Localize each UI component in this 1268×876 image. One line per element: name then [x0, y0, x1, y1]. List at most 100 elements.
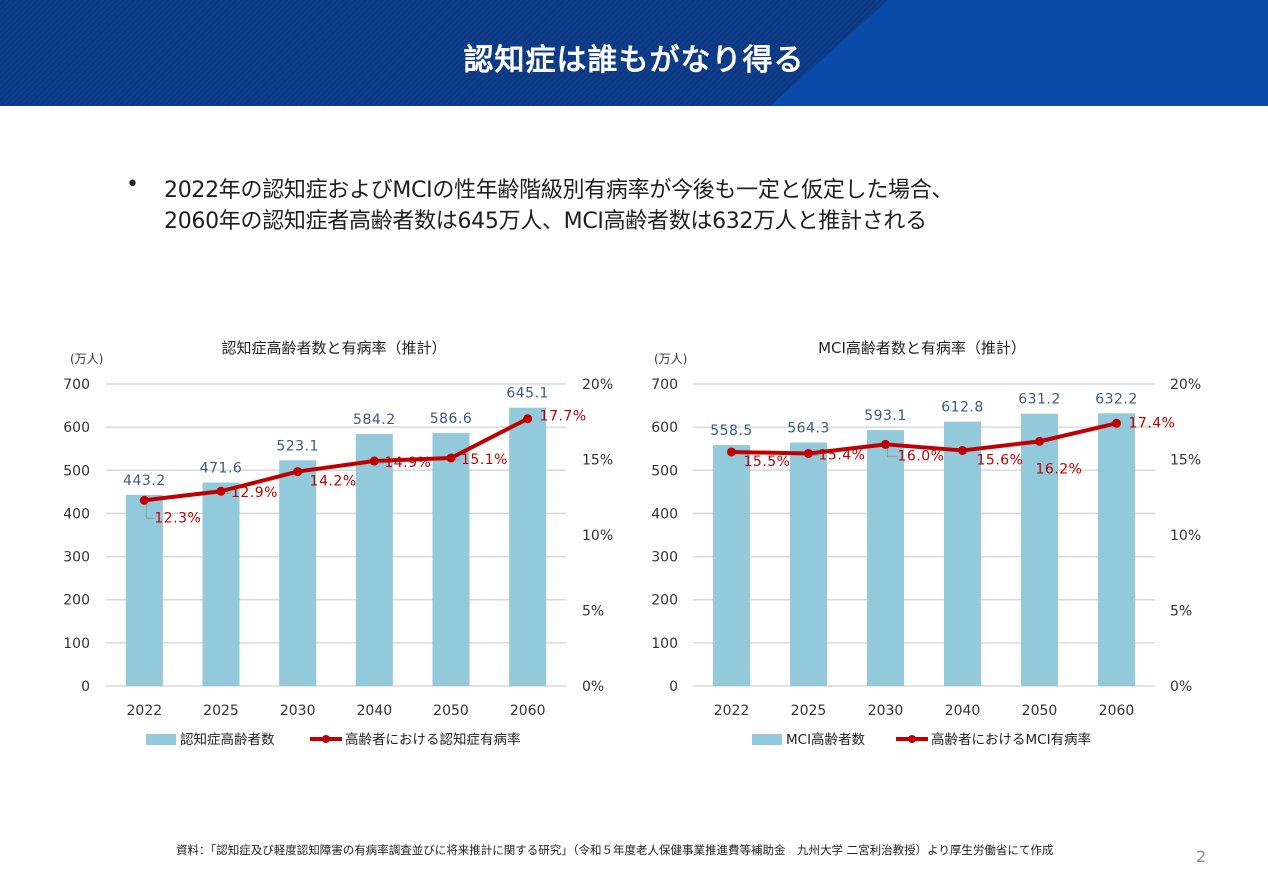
line-marker-2040: [958, 445, 967, 455]
y-axis-tick-label: 500: [63, 463, 90, 479]
bar-2025: [202, 482, 240, 686]
line-marker-2025: [804, 448, 813, 458]
line-value-label: 14.2%: [310, 474, 357, 490]
y2-axis-tick-label: 5%: [582, 604, 604, 620]
bar-2022: [125, 494, 163, 686]
chart-title: 認知症高齢者数と有病率（推計）: [221, 339, 446, 357]
bar-value-label: 558.5: [710, 423, 753, 439]
bar-2022: [713, 445, 750, 686]
line-value-label: 17.7%: [540, 409, 587, 425]
line-value-label: 17.4%: [1129, 415, 1176, 431]
bar-value-label: 632.2: [1095, 391, 1138, 407]
line-value-label: 12.3%: [154, 510, 201, 526]
y-axis-tick-label: 100: [63, 636, 90, 652]
y2-axis-tick-label: 0%: [1170, 679, 1192, 695]
y-axis-tick-label: 400: [651, 506, 678, 522]
line-marker-2060: [1112, 418, 1121, 428]
dementia-chart: 認知症高齢者数と有病率（推計） (万人) 0 100 200 300 400 500 600 70…: [63, 339, 613, 748]
y2-axis-tick-label: 10%: [1170, 528, 1201, 544]
page-number: 2: [1196, 847, 1207, 866]
bar-2040: [944, 421, 981, 686]
y-axis-unit-label: (万人): [654, 352, 687, 366]
bar-2050: [1021, 413, 1058, 686]
line-value-label: 16.0%: [898, 448, 945, 464]
bullet-marker: •: [126, 172, 139, 197]
y-axis-tick-label: 200: [651, 593, 678, 609]
line-value-label: 15.5%: [744, 454, 791, 470]
label-leader-line: [887, 447, 898, 457]
legend-bar-swatch: [146, 734, 176, 745]
y2-axis-tick-label: 20%: [582, 377, 613, 393]
line-marker-2030: [881, 439, 890, 449]
lead-text-line-2: 2060年の認知症者高齢者数は645万人、MCI高齢者数は632万人と推計される: [164, 209, 927, 234]
bar-value-label: 564.3: [787, 421, 830, 437]
bar-2060: [509, 407, 547, 686]
line-value-label: 14.9%: [384, 455, 431, 471]
y2-axis-tick-label: 15%: [582, 453, 613, 469]
source-note: 資料：「認知症及び軽度認知障害の有病率調査並びに将来推計に関する研究」（令和５年…: [176, 843, 1054, 857]
line-marker-2025: [216, 486, 226, 496]
x-axis-tick-label: 2030: [280, 703, 316, 719]
bar-value-label: 586.6: [430, 411, 473, 427]
line-value-label: 15.6%: [977, 452, 1024, 468]
bar-2030: [279, 460, 317, 686]
line-marker-2050: [446, 453, 456, 463]
y-axis-tick-label: 600: [63, 420, 90, 436]
bar-value-label: 645.1: [506, 386, 549, 402]
slide-header: 認知症は誰もがなり得る: [0, 0, 1268, 106]
y-axis-tick-label: 300: [651, 550, 678, 566]
y-axis-tick-label: 500: [651, 463, 678, 479]
bar-value-label: 471.6: [200, 461, 243, 477]
y-axis-tick-label: 300: [63, 550, 90, 566]
y2-axis-tick-label: 15%: [1170, 453, 1201, 469]
y-axis-tick-label: 600: [651, 420, 678, 436]
chart-title: MCI高齢者数と有病率（推計）: [818, 339, 1026, 357]
bar-2060: [1098, 413, 1135, 686]
y2-axis-tick-label: 20%: [1170, 377, 1201, 393]
x-axis-tick-label: 2050: [433, 703, 469, 719]
line-marker-2022: [727, 447, 736, 457]
label-leader-line: [145, 503, 155, 519]
line-marker-2040: [369, 456, 379, 466]
x-axis-tick-label: 2040: [357, 703, 393, 719]
x-axis-tick-label: 2060: [510, 703, 546, 719]
line-value-label: 16.2%: [1036, 461, 1083, 477]
y-axis-tick-label: 100: [651, 636, 678, 652]
x-axis-tick-label: 2060: [1099, 703, 1135, 719]
slide-title: 認知症は誰もがなり得る: [463, 43, 805, 78]
bar-value-label: 631.2: [1018, 392, 1061, 408]
legend-line-marker: [322, 735, 330, 743]
line-value-label: 12.9%: [231, 485, 278, 501]
bar-2025: [790, 442, 827, 686]
y2-axis-tick-label: 10%: [582, 528, 613, 544]
bar-2030: [867, 430, 904, 686]
y-axis-tick-label: 0: [81, 679, 90, 695]
y-axis-tick-label: 700: [651, 377, 678, 393]
y-axis-tick-label: 700: [63, 377, 90, 393]
x-axis-tick-label: 2040: [945, 703, 981, 719]
x-axis-tick-label: 2030: [868, 703, 904, 719]
bar-2050: [432, 432, 470, 686]
bar-value-label: 523.1: [276, 438, 319, 454]
y-axis-unit-label: (万人): [70, 352, 103, 366]
bar-2040: [355, 433, 393, 686]
prevalence-line: [144, 416, 529, 503]
legend-bar-label: 認知症高齢者数: [180, 731, 275, 748]
legend-bar-swatch: [752, 734, 782, 745]
lead-text-line-1: 2022年の認知症およびMCIの性年齢階級別有病率が今後も一定と仮定した場合、: [164, 178, 954, 203]
line-marker-2022: [139, 495, 149, 505]
legend-line-label: 高齢者における認知症有病率: [345, 731, 521, 748]
y2-axis-tick-label: 0%: [582, 679, 604, 695]
x-axis-tick-label: 2022: [127, 703, 163, 719]
bar-value-label: 612.8: [941, 400, 984, 416]
bar-value-label: 443.2: [123, 473, 166, 489]
x-axis-tick-label: 2050: [1022, 703, 1058, 719]
legend-bar-label: MCI高齢者数: [786, 731, 866, 748]
line-value-label: 15.1%: [461, 452, 508, 468]
line-marker-2030: [293, 467, 303, 477]
bar-value-label: 593.1: [864, 408, 907, 424]
x-axis-tick-label: 2025: [203, 703, 239, 719]
mci-chart: MCI高齢者数と有病率（推計） (万人) 0 100 200 300 400 500 600 70…: [651, 339, 1201, 748]
line-value-label: 15.4%: [819, 447, 866, 463]
legend-line-label: 高齢者におけるMCI有病率: [931, 731, 1091, 748]
